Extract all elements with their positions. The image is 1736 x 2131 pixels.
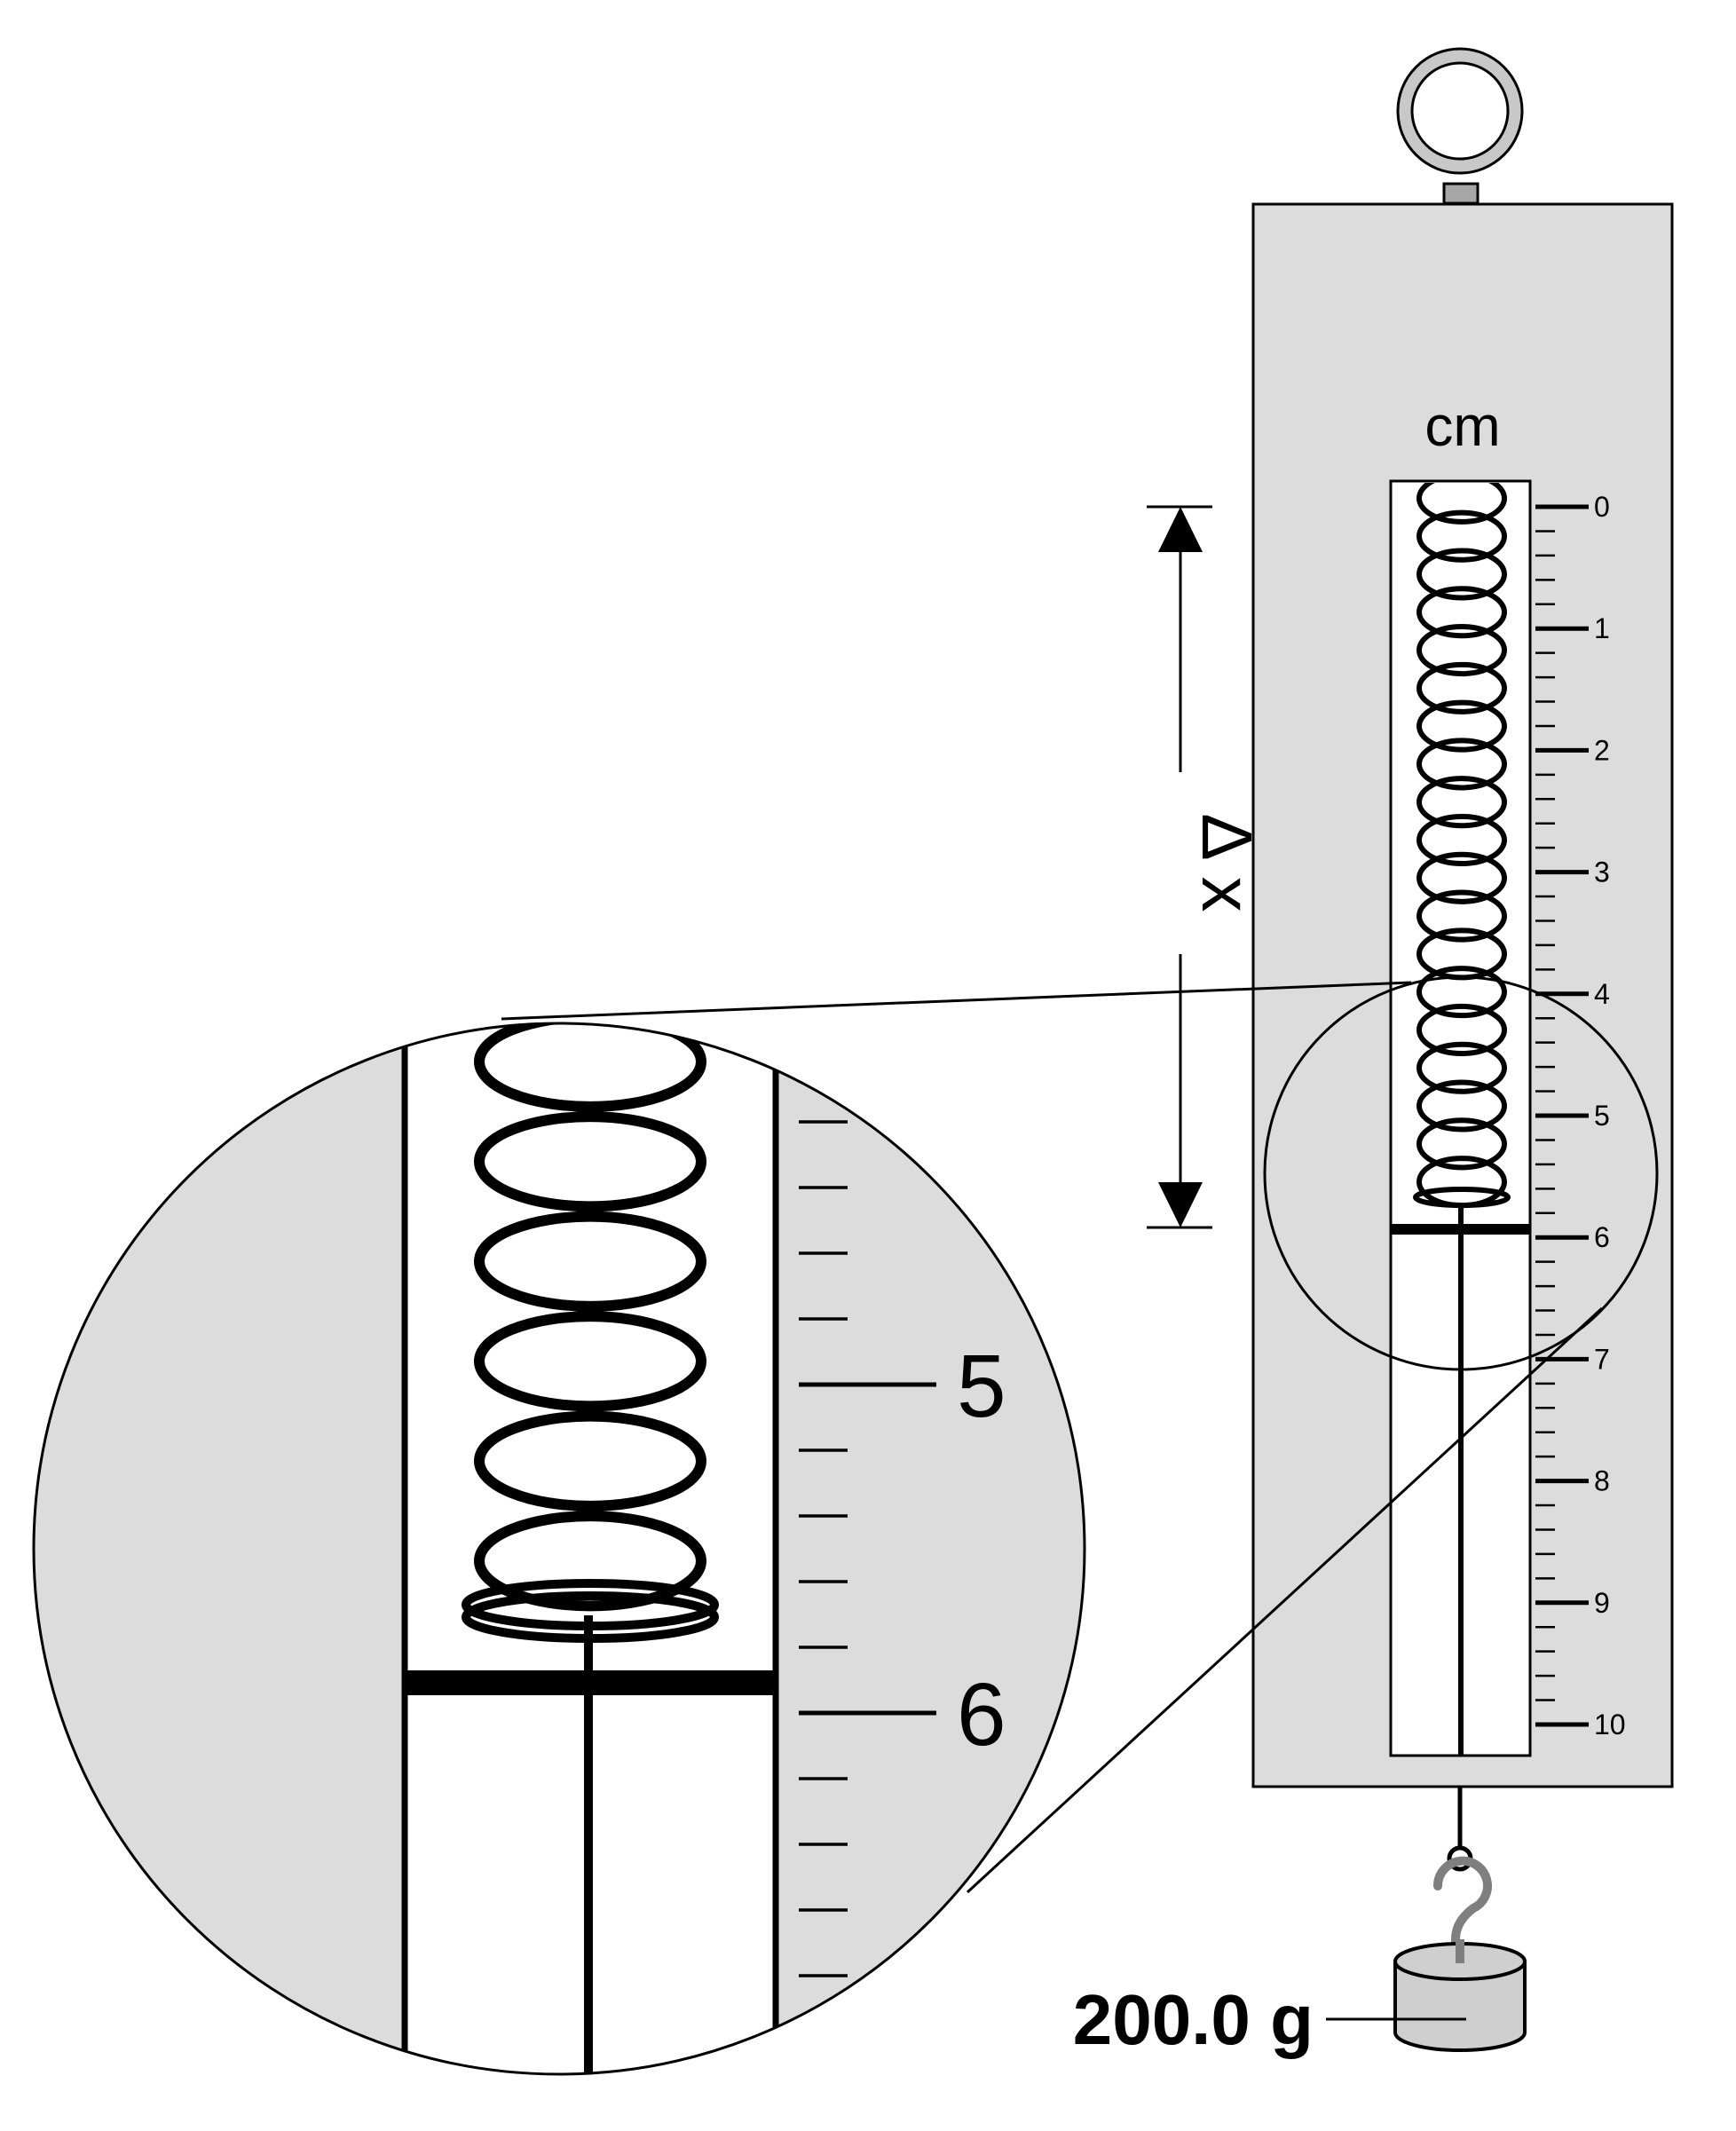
spring-coil: [1416, 1003, 1507, 1056]
spring: [1413, 483, 1511, 1209]
tick-label: 4: [1594, 978, 1610, 1010]
magnified-spring-coil: [474, 1111, 706, 1212]
tick-label: 7: [1594, 1343, 1610, 1375]
tick-label: 5: [1594, 1100, 1610, 1132]
spring-coil: [1416, 483, 1507, 525]
hanging-ring: [1396, 47, 1524, 205]
spring-coil: [1416, 813, 1507, 867]
spring-coil: [1416, 548, 1507, 601]
magnified-tick-label: 6: [957, 1665, 1006, 1764]
spring-coil: [1416, 1041, 1507, 1094]
unit-label: cm: [1424, 394, 1500, 458]
tick-label: 10: [1594, 1709, 1626, 1740]
tick-label: 2: [1594, 734, 1610, 766]
magnifier: 56: [32, 1022, 1086, 2076]
zoom-connector-top: [501, 981, 1412, 1021]
tick-label: 8: [1594, 1465, 1610, 1497]
mass-label: 200.0 g: [1073, 1980, 1314, 2059]
displacement-arrow: [1147, 505, 1212, 1229]
zoom-connector-bottom: [966, 1306, 1604, 1894]
spring-coil: [1416, 1079, 1507, 1133]
spring-coil: [1416, 966, 1507, 1019]
magnified-spring: [462, 1023, 719, 1643]
spring-coil: [1416, 624, 1507, 677]
tick-label: 6: [1594, 1221, 1610, 1253]
tick-label: 0: [1594, 491, 1610, 523]
spring-coil: [1416, 661, 1507, 714]
spring-coil: [1416, 509, 1507, 563]
magnified-spring-coil: [474, 1511, 706, 1612]
spring-coil: [1416, 851, 1507, 904]
magnified-spring-coil: [474, 1211, 706, 1312]
zoom-source-circle: [1263, 975, 1659, 1371]
spring-coil: [1416, 738, 1507, 791]
weight: [1393, 1939, 1527, 2052]
magnified-tick-label: 5: [957, 1337, 1006, 1436]
spring-coil: [1416, 586, 1507, 639]
magnified-spring-coil: [474, 1023, 706, 1112]
magnified-spring-coil: [474, 1311, 706, 1412]
spring-base-coil: [1413, 1187, 1511, 1208]
hook: [1432, 1856, 1492, 1966]
tick-label: 1: [1594, 612, 1610, 644]
scale-ticks: 0 1 2 3 4 5 6 7 8 9 10: [1535, 491, 1626, 1740]
spring-coil: [1416, 1117, 1507, 1171]
tick-label: 9: [1594, 1587, 1610, 1619]
spring-coil: [1416, 889, 1507, 943]
spring-coil: [1416, 776, 1507, 829]
displacement-label: Δ x: [1188, 813, 1266, 912]
spring-coil: [1416, 699, 1507, 753]
magnified-spring-coil: [474, 1410, 706, 1511]
magnified-ticks: 56: [799, 1120, 1006, 2044]
tick-label: 3: [1594, 856, 1610, 888]
